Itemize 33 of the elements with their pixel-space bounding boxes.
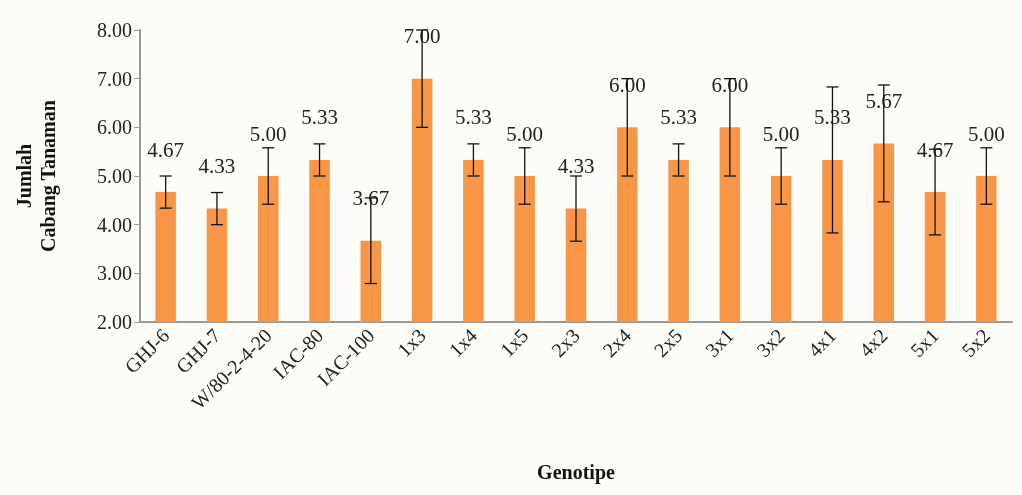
x-tick-label: 2x5: [649, 324, 687, 361]
x-tick-label: 3x1: [700, 324, 738, 361]
data-label: 3.67: [352, 186, 390, 211]
x-tick-label: 1x3: [393, 324, 430, 361]
x-tick-label: 2x3: [547, 324, 584, 361]
x-tick-label: 4x2: [854, 324, 892, 361]
data-label: 5.33: [660, 105, 697, 130]
y-axis-title: Jumlah Cabang Tanaman: [13, 100, 60, 252]
y-tick-label: 6.00: [97, 116, 132, 139]
data-label: 4.33: [198, 154, 236, 179]
x-tick-label: 5x2: [957, 324, 995, 361]
x-tick-label: 5x1: [906, 324, 943, 361]
y-tick-label: 4.00: [97, 213, 132, 236]
data-label: 5.00: [762, 121, 800, 146]
y-tick-label: 8.00: [97, 19, 132, 41]
x-tick-label: 1x5: [495, 324, 533, 361]
data-label: 5.33: [301, 105, 338, 130]
x-tick-label: 1x4: [444, 324, 482, 361]
y-tick-label: 3.00: [97, 262, 132, 285]
x-axis-title: Genotipe: [537, 461, 616, 484]
y-tick-label: 7.00: [97, 67, 132, 90]
x-tick-label: 4x1: [803, 324, 841, 361]
x-tick-label: 3x2: [752, 324, 789, 361]
y-tick-label: 2.00: [97, 311, 132, 333]
x-tick-label: 2x4: [598, 324, 636, 361]
data-label: 5.00: [967, 121, 1005, 146]
data-label: 5.00: [506, 121, 544, 146]
data-label: 5.00: [249, 121, 287, 146]
data-label: 4.67: [916, 137, 954, 162]
data-label: 5.33: [455, 105, 492, 130]
data-label: 4.33: [557, 154, 595, 179]
y-tick-label: 5.00: [97, 165, 132, 187]
data-label: 4.67: [147, 137, 185, 162]
